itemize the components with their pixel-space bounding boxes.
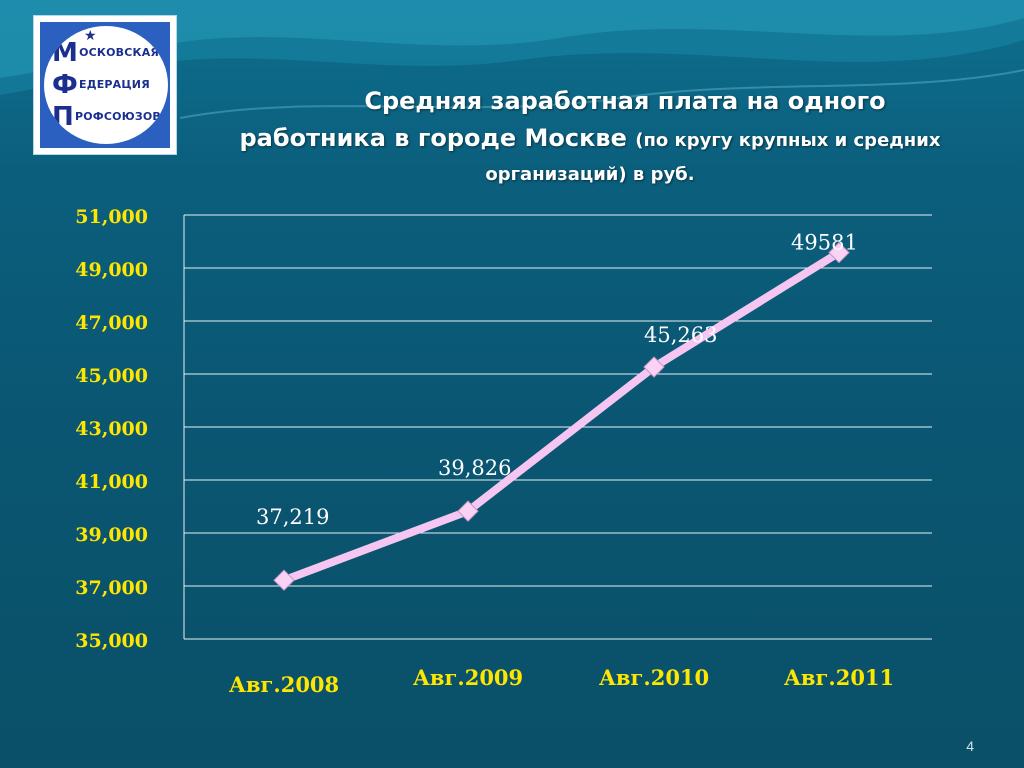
slide-title: Средняя заработная плата на одного работ… <box>180 84 1000 189</box>
y-tick-label: 45,000 <box>75 365 148 387</box>
data-label: 45,263 <box>644 323 717 347</box>
y-tick-label: 41,000 <box>75 471 148 493</box>
organization-logo: ★ МОСКОВСКАЯ ФЕДЕРАЦИЯ ПРОФСОЮЗОВ <box>33 15 177 155</box>
data-label: 39,826 <box>438 456 511 480</box>
y-tick-label: 39,000 <box>75 524 148 546</box>
x-tick-label: Авг.2008 <box>229 672 339 697</box>
data-point-marker <box>273 569 295 591</box>
title-line-2: работника в городе Москве (по кругу круп… <box>180 118 1000 161</box>
x-tick-label: Авг.2011 <box>784 665 894 690</box>
data-point-marker <box>643 356 665 378</box>
data-label: 49581 <box>791 231 858 255</box>
y-tick-label: 43,000 <box>75 418 148 440</box>
data-label: 37,219 <box>256 505 329 529</box>
header-wave <box>0 0 1024 119</box>
y-tick-label: 47,000 <box>75 312 148 334</box>
star-icon: ★ <box>84 27 97 43</box>
title-line-2-main: работника в городе Москве <box>239 124 627 152</box>
title-line-3: организаций) в руб. <box>485 164 695 185</box>
x-tick-label: Авг.2010 <box>599 665 709 690</box>
data-point-marker <box>828 241 850 264</box>
data-point-marker <box>457 500 479 522</box>
y-tick-label: 51,000 <box>75 206 148 228</box>
logo-emblem: ★ МОСКОВСКАЯ ФЕДЕРАЦИЯ ПРОФСОЮЗОВ <box>44 26 168 144</box>
title-line-1: Средняя заработная плата на одного <box>364 87 886 115</box>
y-tick-label: 49,000 <box>75 259 148 281</box>
series-line <box>280 248 843 585</box>
x-tick-label: Авг.2009 <box>413 665 523 690</box>
page-number: 4 <box>966 738 974 754</box>
y-tick-label: 35,000 <box>75 630 148 652</box>
title-line-2-note: (по кругу крупных и средних <box>635 130 941 151</box>
y-tick-label: 37,000 <box>75 577 148 599</box>
